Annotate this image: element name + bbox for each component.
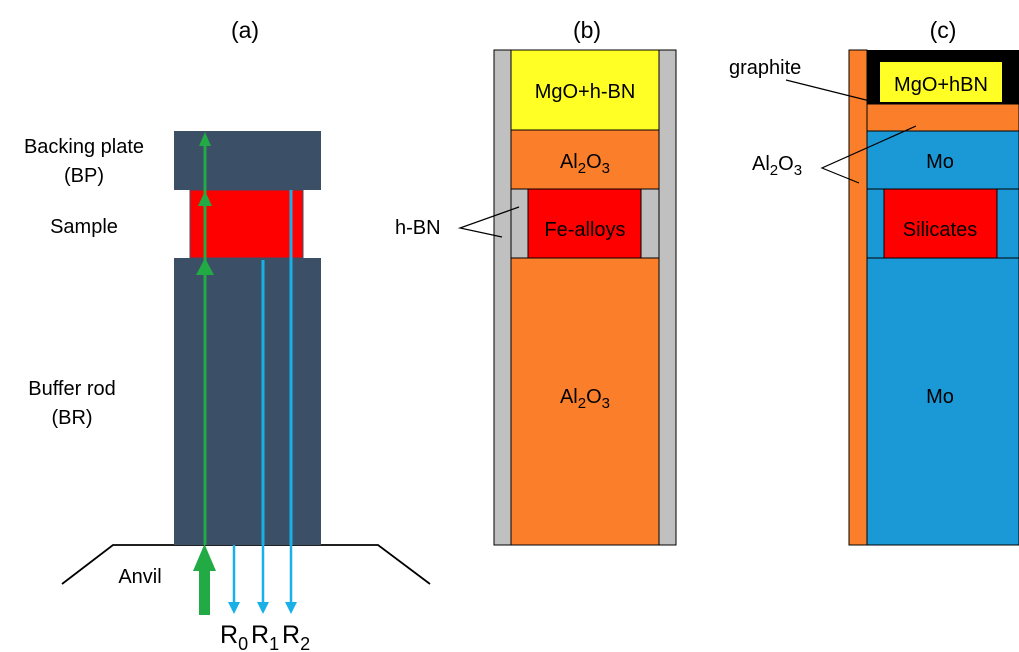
graphite-leader-line xyxy=(785,79,875,103)
backing-plate-abbrev: (BP) xyxy=(64,165,104,187)
backing-plate-label: Backing plate xyxy=(24,136,144,158)
arrow-up-icon xyxy=(199,132,211,146)
mgo-hbn-plug xyxy=(880,62,1002,102)
alumina-leader-line xyxy=(820,125,917,184)
panel-a-letter: (a) xyxy=(231,17,259,43)
hbn-sleeve-right xyxy=(658,49,677,546)
reflection-r2-label: R2 xyxy=(282,621,310,652)
alumina-thin-layer xyxy=(866,103,1019,132)
mo-lower xyxy=(866,257,1019,546)
buffer-rod-abbrev: (BR) xyxy=(51,407,92,429)
alumina-lower xyxy=(510,257,660,546)
sample-label: Sample xyxy=(50,216,118,238)
reflection-r0-label: R0 xyxy=(220,621,248,652)
alumina-upper-label: Al2O3 xyxy=(560,151,610,177)
graphite-label: graphite xyxy=(729,57,801,79)
alumina-lower-label: Al2O3 xyxy=(560,386,610,412)
arrow-down-icon xyxy=(257,602,269,614)
silicate-sample xyxy=(883,188,998,259)
panel-b-letter: (b) xyxy=(573,17,601,43)
arrow-down-icon xyxy=(285,602,297,614)
incident-arrow-shaft xyxy=(199,568,210,615)
anvil-outline xyxy=(61,544,431,585)
panel-c-letter: (c) xyxy=(930,17,957,43)
backing-plate xyxy=(174,131,321,190)
reflection-r1-label: R1 xyxy=(251,621,279,652)
alumina-sleeve xyxy=(848,49,868,546)
arrow-down-icon xyxy=(228,602,240,614)
arrow-up-icon xyxy=(198,191,212,206)
buffer-rod-label: Buffer rod xyxy=(28,378,115,400)
buffer-rod xyxy=(174,258,321,545)
silicates-label: Silicates xyxy=(903,219,977,241)
mo-upper xyxy=(866,130,1019,190)
mgo-hbn-label: MgO+hBN xyxy=(894,74,988,96)
mgo-hbn-label: MgO+h-BN xyxy=(535,81,636,103)
arrow-up-icon xyxy=(193,544,216,571)
panel-a: (a) Backing plate (BP) Sample Buffer rod xyxy=(24,17,431,652)
alumina-label: Al2O3 xyxy=(752,153,802,179)
panel-b: (b) MgO+h-BN Al2O3 Fe-alloys Al2O3 h-BN xyxy=(395,17,677,546)
mo-lower-label: Mo xyxy=(926,386,954,408)
hbn-sleeve-left xyxy=(493,49,512,546)
fe-alloys-label: Fe-alloys xyxy=(544,219,625,241)
hbn-leader-line xyxy=(457,206,520,238)
mo-upper-label: Mo xyxy=(926,151,954,173)
panel-c: (c) MgO+hBN Mo Silicates Mo graphite Al2… xyxy=(729,17,1019,546)
arrow-up-icon xyxy=(196,258,214,275)
anvil-label: Anvil xyxy=(118,566,161,588)
hbn-label: h-BN xyxy=(395,217,441,239)
